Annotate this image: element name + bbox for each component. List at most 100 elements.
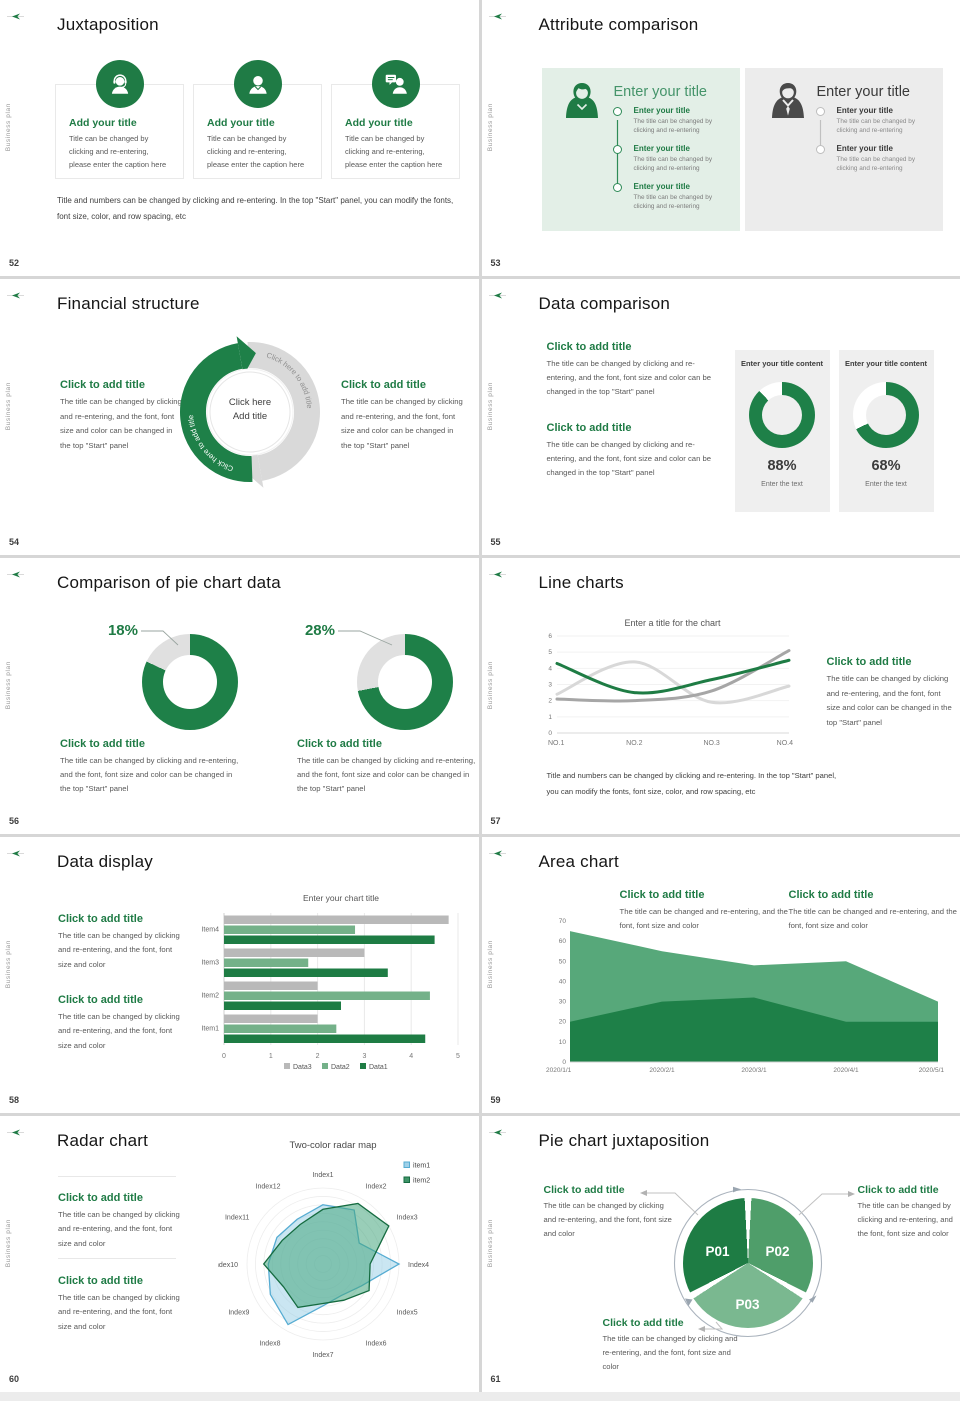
stat-card[interactable]: Enter your title content 88% Enter the t… [735, 350, 830, 512]
card-body: Title can be changed by clicking and re-… [207, 133, 309, 171]
svg-text:3: 3 [362, 1053, 366, 1060]
donut-chart-88 [749, 382, 815, 448]
timeline-dot [816, 107, 825, 116]
divider [58, 1176, 176, 1177]
feature-card[interactable]: Add your title Title can be changed by c… [331, 84, 460, 179]
vertical-sidebar-label: Business plan [487, 940, 494, 988]
right-block-body: The title can be changed by clicking and… [341, 395, 465, 453]
slide-title: Data display [57, 852, 153, 872]
left-block-title: Click to add title [60, 379, 145, 391]
svg-text:NO.3: NO.3 [703, 740, 719, 747]
feature-card[interactable]: Add your title Title can be changed by c… [193, 84, 322, 179]
feature-card[interactable]: Add your title Title can be changed by c… [55, 84, 184, 179]
timeline-item-title: Enter your title [634, 106, 690, 115]
bar-chart-title: Enter your chart title [241, 893, 441, 903]
text-block-body: The title can be changed by clicking and… [547, 357, 715, 398]
slide-60-radar-chart[interactable]: Business plan Radar chart 60 Click to ad… [0, 1116, 479, 1392]
timeline-dot [613, 107, 622, 116]
vertical-sidebar-label: Business plan [5, 382, 12, 430]
diagram-center-text: Click here Add title [205, 396, 295, 424]
percent-value: 68% [839, 458, 934, 474]
svg-text:Index5: Index5 [397, 1310, 418, 1317]
svg-text:4: 4 [548, 665, 552, 672]
timeline-item-body: The title can be changed by clicking and… [634, 193, 732, 211]
vertical-sidebar-label: Business plan [5, 940, 12, 988]
presenter-speech-icon [372, 60, 420, 108]
percent-value: 88% [735, 458, 830, 474]
svg-text:10: 10 [558, 1039, 566, 1046]
customer-service-icon [96, 60, 144, 108]
svg-text:Index7: Index7 [312, 1352, 333, 1359]
left-block-body: The title can be changed by clicking and… [60, 395, 184, 453]
text-block-title: Click to add title [620, 889, 705, 901]
vertical-sidebar-label: Business plan [487, 103, 494, 151]
svg-text:2020/1/1: 2020/1/1 [546, 1067, 572, 1074]
svg-text:20: 20 [558, 1019, 566, 1026]
slide-52-juxtaposition[interactable]: Business plan Juxtaposition 52 Add your … [0, 0, 479, 276]
comparison-panel-left[interactable]: Enter your title Enter your title The ti… [542, 68, 740, 231]
slide-59-area-chart[interactable]: Business plan Area chart 59 Click to add… [482, 837, 960, 1113]
brand-logo-icon [7, 1124, 25, 1142]
svg-text:NO.2: NO.2 [626, 740, 642, 747]
card-body: Title can be changed by clicking and re-… [345, 133, 447, 171]
slide-58-data-display[interactable]: Business plan Data display 58 Click to a… [0, 837, 479, 1113]
text-block-title: Click to add title [547, 341, 632, 353]
stat-card-title: Enter your title content [735, 359, 830, 368]
right-block-title: Click to add title [341, 379, 426, 391]
svg-text:3: 3 [548, 682, 552, 689]
timeline-item-title: Enter your title [837, 106, 893, 115]
slide-title: Data comparison [539, 294, 671, 314]
text-block-title: Click to add title [547, 422, 632, 434]
slide-55-data-comparison[interactable]: Business plan Data comparison 55 Click t… [482, 279, 960, 555]
svg-text:2020/5/1: 2020/5/1 [918, 1067, 944, 1074]
svg-text:Index6: Index6 [366, 1341, 387, 1348]
center-line2: Add title [205, 410, 295, 424]
slide-number: 58 [9, 1095, 19, 1105]
svg-text:70: 70 [558, 918, 566, 925]
slide-54-financial-structure[interactable]: Business plan Financial structure 54 Cli… [0, 279, 479, 555]
svg-text:1: 1 [548, 714, 552, 721]
svg-text:Index10: Index10 [218, 1262, 238, 1269]
svg-text:0: 0 [548, 730, 552, 737]
timeline-item-body: The title can be changed by clicking and… [634, 117, 732, 135]
svg-text:0: 0 [562, 1059, 566, 1066]
svg-text:5: 5 [456, 1053, 460, 1060]
svg-text:NO.1: NO.1 [548, 740, 564, 747]
slide-number: 54 [9, 537, 19, 547]
comparison-panel-right[interactable]: Enter your title Enter your title The ti… [745, 68, 943, 231]
slide-title: Line charts [539, 573, 624, 593]
svg-text:40: 40 [558, 978, 566, 985]
brand-logo-icon [7, 8, 25, 26]
brand-logo-icon [489, 287, 507, 305]
slide-number: 52 [9, 258, 19, 268]
slide-57-line-charts[interactable]: Business plan Line charts 57 Enter a tit… [482, 558, 960, 834]
svg-text:Data2: Data2 [331, 1064, 350, 1071]
svg-text:NO.4: NO.4 [776, 740, 792, 747]
side-block-title: Click to add title [827, 656, 912, 668]
center-line1: Click here [205, 396, 295, 410]
card-title: Add your title [207, 117, 275, 129]
timeline-dot [613, 183, 622, 192]
svg-text:item1: item1 [413, 1163, 430, 1170]
slide-61-pie-juxtaposition[interactable]: Business plan Pie chart juxtaposition 61… [482, 1116, 960, 1392]
svg-text:Item2: Item2 [201, 993, 219, 1000]
stat-card[interactable]: Enter your title content 68% Enter the t… [839, 350, 934, 512]
svg-text:Item3: Item3 [201, 960, 219, 967]
svg-text:item2: item2 [413, 1178, 430, 1185]
svg-text:Item1: Item1 [201, 1026, 219, 1033]
svg-text:Index4: Index4 [408, 1262, 429, 1269]
slide-56-pie-comparison[interactable]: Business plan Comparison of pie chart da… [0, 558, 479, 834]
slide-53-attribute-comparison[interactable]: Business plan Attribute comparison 53 En… [482, 0, 960, 276]
pie-slice-label: P03 [723, 1297, 773, 1312]
stat-card-caption: Enter the text [735, 481, 830, 488]
footer-note: Title and numbers can be changed by clic… [57, 193, 461, 224]
svg-text:2: 2 [316, 1053, 320, 1060]
text-block-title: Click to add title [58, 994, 143, 1006]
timeline-dot [816, 145, 825, 154]
svg-text:30: 30 [558, 999, 566, 1006]
timeline-item-body: The title can be changed by clicking and… [634, 155, 732, 173]
vertical-sidebar-label: Business plan [487, 661, 494, 709]
slide-title: Financial structure [57, 294, 200, 314]
